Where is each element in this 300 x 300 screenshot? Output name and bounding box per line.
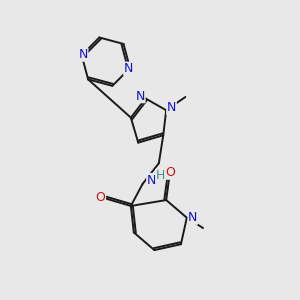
Text: N: N: [124, 62, 133, 75]
Text: N: N: [78, 48, 88, 61]
Text: O: O: [165, 166, 175, 179]
Text: N: N: [188, 211, 197, 224]
Text: N: N: [136, 90, 145, 103]
Text: N: N: [167, 101, 176, 114]
Text: O: O: [96, 191, 106, 204]
Text: H: H: [156, 169, 165, 182]
Text: N: N: [147, 173, 156, 187]
